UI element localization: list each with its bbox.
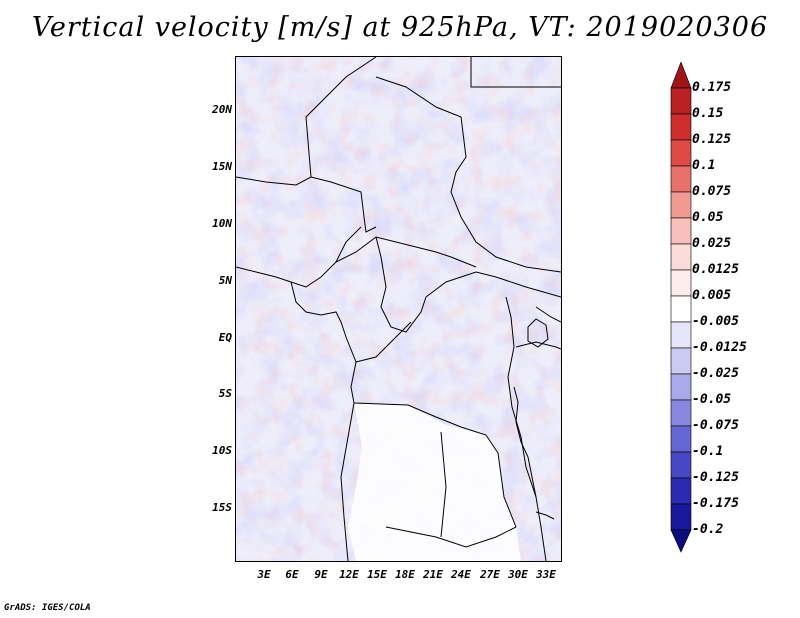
lat-label: 15N bbox=[212, 160, 232, 173]
colorbar bbox=[670, 62, 692, 553]
lon-label: 18E bbox=[395, 568, 415, 581]
lon-label: 27E bbox=[480, 568, 500, 581]
lat-label: 10S bbox=[212, 444, 232, 457]
colorbar-segment bbox=[670, 451, 692, 479]
colorbar-label: -0.025 bbox=[692, 366, 739, 381]
colorbar-segment bbox=[670, 113, 692, 141]
lon-label: 33E bbox=[536, 568, 556, 581]
colorbar-segment bbox=[670, 529, 692, 553]
colorbar-segment bbox=[670, 425, 692, 453]
colorbar-segment bbox=[670, 165, 692, 193]
chart-title: Vertical velocity [m/s] at 925hPa, VT: 2… bbox=[31, 12, 769, 43]
colorbar-segment bbox=[670, 139, 692, 167]
colorbar-label: -0.125 bbox=[692, 470, 739, 485]
map-panel bbox=[235, 56, 562, 562]
velocity-field bbox=[236, 57, 561, 561]
colorbar-segment bbox=[670, 217, 692, 245]
lakes bbox=[513, 318, 555, 520]
colorbar-label: -0.005 bbox=[692, 314, 739, 329]
lat-label: EQ bbox=[218, 331, 232, 344]
colorbar-segment bbox=[670, 269, 692, 297]
lon-label: 30E bbox=[508, 568, 528, 581]
colorbar-label: 0.005 bbox=[692, 288, 732, 303]
colorbar-label: 0.05 bbox=[692, 210, 724, 225]
colorbar-segment bbox=[670, 191, 692, 219]
colorbar-label: -0.1 bbox=[692, 444, 724, 459]
colorbar-label: -0.175 bbox=[692, 496, 739, 511]
colorbar-label: 0.125 bbox=[692, 132, 732, 147]
colorbar-segment bbox=[670, 347, 692, 375]
lon-label: 24E bbox=[451, 568, 471, 581]
lon-label: 12E bbox=[339, 568, 359, 581]
lon-label: 15E bbox=[367, 568, 387, 581]
colorbar-label: -0.05 bbox=[692, 392, 732, 407]
lat-label: 5S bbox=[218, 387, 232, 400]
colorbar-segment bbox=[670, 477, 692, 505]
colorbar-segment bbox=[670, 243, 692, 271]
colorbar-segment bbox=[670, 62, 692, 89]
lat-label: 10N bbox=[212, 217, 232, 230]
footer-credit: GrADS: IGES/COLA bbox=[4, 603, 91, 613]
colorbar-label: 0.0125 bbox=[692, 262, 739, 277]
colorbar-label: 0.1 bbox=[692, 158, 716, 173]
colorbar-segment bbox=[670, 87, 692, 115]
colorbar-segment bbox=[670, 399, 692, 427]
lon-label: 3E bbox=[257, 568, 271, 581]
colorbar-segment bbox=[670, 321, 692, 349]
lon-label: 6E bbox=[285, 568, 299, 581]
colorbar-label: -0.075 bbox=[692, 418, 739, 433]
colorbar-label: -0.2 bbox=[692, 522, 724, 537]
lon-label: 9E bbox=[314, 568, 328, 581]
lat-label: 15S bbox=[212, 501, 232, 514]
coastlines bbox=[236, 57, 561, 561]
colorbar-label: 0.15 bbox=[692, 106, 724, 121]
lat-label: 5N bbox=[218, 274, 232, 287]
colorbar-label: 0.175 bbox=[692, 80, 732, 95]
lon-label: 21E bbox=[423, 568, 443, 581]
colorbar-segment bbox=[670, 373, 692, 401]
colorbar-label: 0.075 bbox=[692, 184, 732, 199]
colorbar-segment bbox=[670, 503, 692, 531]
lat-label: 20N bbox=[212, 103, 232, 116]
colorbar-segment bbox=[670, 295, 692, 323]
colorbar-label: -0.0125 bbox=[692, 340, 747, 355]
colorbar-label: 0.025 bbox=[692, 236, 732, 251]
